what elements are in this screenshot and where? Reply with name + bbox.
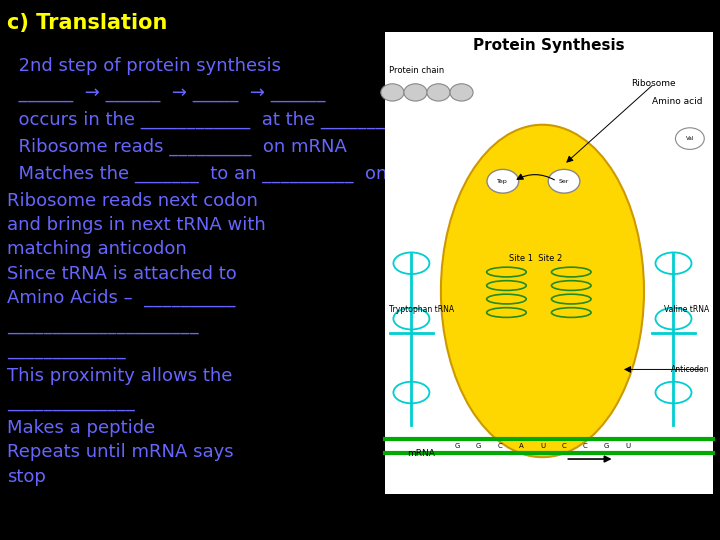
Text: Anticodon: Anticodon xyxy=(670,365,709,374)
Text: matching anticodon: matching anticodon xyxy=(7,240,187,258)
Text: occurs in the ____________  at the _____________: occurs in the ____________ at the ______… xyxy=(7,111,440,129)
Text: Val: Val xyxy=(685,136,694,141)
Text: Amino acid: Amino acid xyxy=(652,97,703,106)
Circle shape xyxy=(427,84,450,101)
Text: Tep: Tep xyxy=(498,179,508,184)
Text: Protein Synthesis: Protein Synthesis xyxy=(473,38,625,53)
Text: Amino Acids –  __________: Amino Acids – __________ xyxy=(7,289,235,307)
Text: and brings in next tRNA with: and brings in next tRNA with xyxy=(7,216,266,234)
Text: C: C xyxy=(498,443,503,449)
Text: G: G xyxy=(454,443,460,449)
Text: Site 1  Site 2: Site 1 Site 2 xyxy=(508,254,562,263)
Circle shape xyxy=(675,128,704,150)
Text: _____________: _____________ xyxy=(7,341,126,359)
Text: Makes a peptide: Makes a peptide xyxy=(7,419,156,437)
Text: U: U xyxy=(625,443,630,449)
Text: Repeats until mRNA says: Repeats until mRNA says xyxy=(7,443,234,461)
Text: A: A xyxy=(519,443,523,449)
Text: ______________: ______________ xyxy=(7,393,135,411)
Text: 2nd step of protein synthesis: 2nd step of protein synthesis xyxy=(7,57,282,75)
Circle shape xyxy=(450,84,473,101)
Ellipse shape xyxy=(441,125,644,457)
Text: Ribosome: Ribosome xyxy=(631,79,676,87)
Circle shape xyxy=(548,170,580,193)
Text: Ribosome reads _________  on mRNA: Ribosome reads _________ on mRNA xyxy=(7,138,347,156)
Text: Protein chain: Protein chain xyxy=(389,66,444,75)
Text: Tryptophan tRNA: Tryptophan tRNA xyxy=(389,305,454,314)
Text: U: U xyxy=(540,443,545,449)
Text: stop: stop xyxy=(7,468,46,485)
Text: G: G xyxy=(603,443,609,449)
Text: Ribosome reads next codon: Ribosome reads next codon xyxy=(7,192,258,210)
Text: Matches the _______  to an __________  on tRNA: Matches the _______ to an __________ on … xyxy=(7,165,438,183)
Text: This proximity allows the: This proximity allows the xyxy=(7,367,233,385)
Text: ______  → ______  → _____  → ______: ______ → ______ → _____ → ______ xyxy=(7,84,325,102)
Text: Since tRNA is attached to: Since tRNA is attached to xyxy=(7,265,237,282)
Text: Ser: Ser xyxy=(559,179,570,184)
Text: Valine tRNA: Valine tRNA xyxy=(664,305,709,314)
Circle shape xyxy=(487,170,518,193)
Circle shape xyxy=(381,84,404,101)
Bar xyxy=(385,32,713,494)
Text: mRNA: mRNA xyxy=(407,449,435,458)
Text: C: C xyxy=(562,443,566,449)
Text: c) Translation: c) Translation xyxy=(7,14,168,33)
Text: _____________________: _____________________ xyxy=(7,316,199,334)
Text: G: G xyxy=(476,443,481,449)
Circle shape xyxy=(404,84,427,101)
Text: C: C xyxy=(582,443,588,449)
